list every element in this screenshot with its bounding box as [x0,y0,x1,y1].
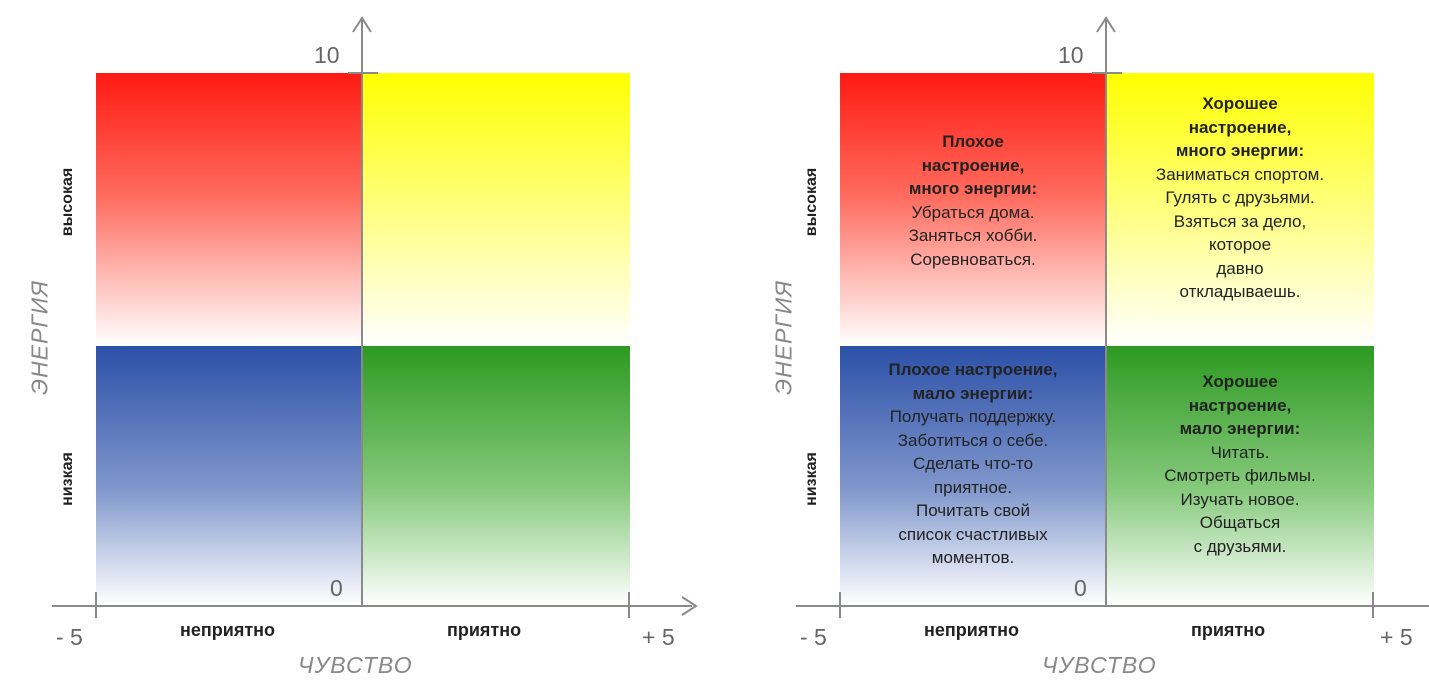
quadrant-activity-line: Изучать новое. [1180,489,1300,509]
quadrant-activity-line: список счастливых [898,524,1048,544]
y-tick-max [348,72,378,74]
quadrant-heading-line: Хорошее [1202,372,1278,391]
x-axis [796,605,1429,607]
y-high-category: высокая [59,167,76,237]
quadrant-activity-line: Почитать свой [916,501,1030,520]
y-min-label: 0 [1074,575,1087,601]
quadrant-activity-line: Заботиться о себе. [897,430,1049,450]
y-max-label: 10 [1058,42,1084,68]
y-axis-title: ЭНЕРГИЯ [26,280,53,395]
quadrant-activity-line: приятное. [933,477,1013,497]
quadrant-activity-line: Смотреть фильмы. [1164,466,1316,485]
quadrant-unpleasant-low [96,346,362,606]
quadrant-heading-line: Плохое [942,132,1004,151]
y-max-label: 10 [314,42,340,68]
quadrant-activity-line: Сделать что-то [912,454,1034,473]
y-axis [361,18,363,606]
x-tick-min [839,592,841,618]
quadrant-text-unpleasant-high: Плохое настроение, много энергии: Убраться … [840,130,1106,271]
quadrant-unpleasant-high [840,73,1106,346]
y-axis-title: ЭНЕРГИЯ [770,280,797,395]
quadrant-activity-line: Гулять с друзьями. [1165,188,1315,207]
x-min-label: - 5 [800,624,827,650]
quadrant-text-pleasant-high: Хорошее настроение, много энергии: Занимать… [1106,92,1374,304]
quadrant-activity-line: моментов. [931,548,1015,567]
quadrant-heading-line: настроение, [1188,395,1292,415]
x-tick-max [1372,592,1374,618]
x-left-category: неприятно [180,620,276,640]
quadrant-pleasant-high [1106,73,1374,346]
x-right-category: приятно [1191,620,1266,640]
quadrant-activity-line: Общаться [1199,513,1281,532]
quadrant-text-unpleasant-low: Плохое настроение, мало энергии: Получать … [840,358,1106,570]
quadrant-heading-line: Плохое настроение, [888,360,1058,379]
quadrant-activity-line: которое [1208,235,1272,254]
quadrant-unpleasant-high [96,73,362,346]
x-tick-min [95,592,97,618]
x-axis-title: ЧУВСТВО [298,652,413,678]
y-tick-max [1092,72,1122,74]
mood-energy-diagram-empty: 10 0 - 5 + 5 неприятно приятно ЧУВСТВО Э… [0,0,714,681]
y-axis [1105,18,1107,606]
x-left-category: неприятно [924,620,1020,640]
quadrant-pleasant-low [362,346,630,606]
x-min-label: - 5 [56,624,83,650]
mood-energy-diagram-filled: Плохое настроение, много энергии: Убраться … [744,0,1429,681]
y-high-category: высокая [803,167,820,237]
x-max-label: + 5 [642,624,675,650]
quadrant-text-pleasant-low: Хорошее настроение, мало энергии: Читать. См… [1106,370,1374,558]
quadrant-activity-line: Соревноваться. [910,249,1036,269]
x-max-label: + 5 [1380,624,1413,650]
quadrant-heading-line: много энергии: [908,179,1038,198]
quadrant-heading-line: настроение, [921,155,1025,175]
x-tick-max [628,592,630,618]
quadrant-activity-line: Получать поддержку. [889,407,1057,426]
quadrant-activity-line: Убраться дома. [911,202,1035,222]
quadrant-heading-line: мало энергии: [912,383,1034,403]
y-low-category: низкая [803,452,820,506]
quadrant-activity-line: Заниматься спортом. [1155,164,1325,184]
x-axis-title: ЧУВСТВО [1042,652,1157,678]
x-axis [52,605,692,607]
quadrant-activity-line: Взяться за дело, [1173,211,1307,231]
y-min-label: 0 [330,575,343,601]
quadrant-pleasant-high [362,73,630,346]
quadrant-unpleasant-low [840,346,1106,606]
quadrant-heading-line: Хорошее [1202,94,1278,113]
quadrant-heading-line: много энергии: [1175,141,1305,160]
y-low-category: низкая [59,452,76,506]
quadrant-activity-line: с друзьями. [1193,536,1287,556]
quadrant-activity-line: Читать. [1210,442,1270,462]
quadrant-activity-line: откладываешь. [1179,282,1301,301]
quadrant-activity-line: давно [1216,258,1264,278]
quadrant-activity-line: Заняться хобби. [908,226,1038,245]
quadrant-pleasant-low [1106,346,1374,606]
x-right-category: приятно [447,620,522,640]
quadrant-heading-line: настроение, [1188,117,1292,137]
quadrant-heading-line: мало энергии: [1179,419,1301,438]
